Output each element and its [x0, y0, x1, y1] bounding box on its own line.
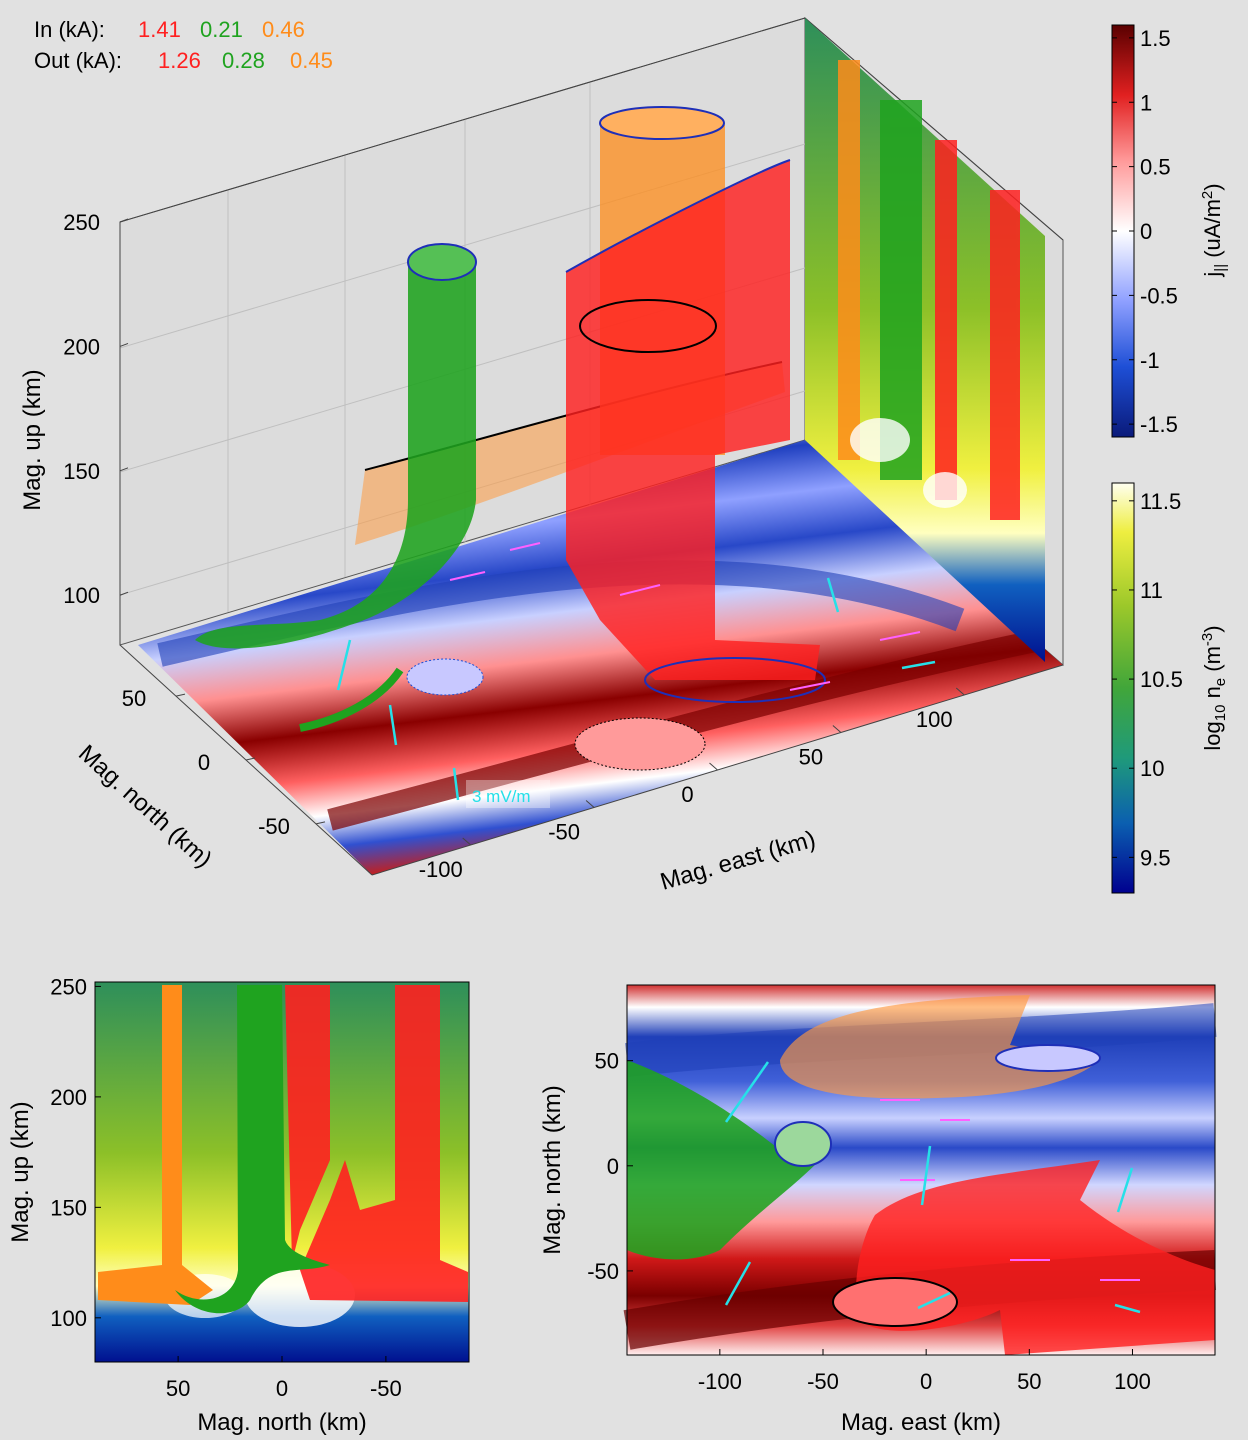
- xaxis-label-north-up: Mag. north (km): [197, 1409, 366, 1436]
- colorbar-tick-label: 0.5: [1140, 155, 1171, 180]
- xtick-label-3d: -50: [548, 820, 580, 845]
- out-value-green: 0.28: [222, 48, 265, 73]
- panel-east-north-ticks: -100 -50 0 50 100 50 0 -50: [587, 1049, 1151, 1394]
- colorbar-tick-label: 11.5: [1140, 489, 1181, 514]
- red-tube-2d: [300, 985, 468, 1302]
- xtick-label-3d: 100: [916, 707, 953, 732]
- xtick-3d: [462, 837, 472, 846]
- yaxis-label-east-north: Mag. north (km): [539, 1085, 566, 1254]
- xtick-3d: [585, 800, 595, 808]
- ytick-label: 0: [607, 1154, 619, 1179]
- colorbar-current-label: j|| (uA/m2): [1199, 183, 1229, 277]
- ztick-3d: [119, 467, 129, 472]
- colorbar-tick-label: 1.5: [1140, 26, 1171, 51]
- ztick-label-3d: 250: [63, 210, 100, 235]
- panel-east-north: -100 -50 0 50 100 50 0 -50 Mag. north (km) Mag.…: [539, 984, 1217, 1436]
- orange-footprint: [780, 995, 1100, 1099]
- out-label: Out (kA):: [34, 48, 122, 73]
- ytick-label-3d: 0: [198, 750, 210, 775]
- green-tube-2d: [175, 985, 330, 1314]
- ytick-label: -50: [587, 1259, 619, 1284]
- colorbar-density-ticks: 11.5 11 10.5 10 9.5: [1112, 489, 1183, 870]
- ytick-label: 250: [50, 974, 87, 999]
- colorbar-tick-label: 9.5: [1140, 845, 1171, 870]
- xtick-label-3d: 50: [799, 745, 823, 770]
- ytick-3d: [245, 757, 256, 761]
- current-legend: In (kA): 1.41 0.21 0.46 Out (kA): 1.26 0…: [34, 17, 333, 73]
- colorbar-tick-label: 11: [1140, 578, 1163, 603]
- ztick-3d: [119, 218, 129, 223]
- xtick-label-3d: -100: [419, 857, 463, 882]
- xtick-label: -50: [370, 1376, 402, 1401]
- ytick-label-3d: -50: [258, 814, 290, 839]
- ytick-3d: [315, 821, 326, 825]
- floor-surface: [138, 440, 1063, 875]
- field-scale-label: 3 mV/m: [472, 787, 531, 806]
- panel-north-up: 50 0 -50 250 200 150 100 Mag. up (km) Mag. nor…: [7, 974, 470, 1436]
- in-label: In (kA):: [34, 17, 105, 42]
- ytick-label: 50: [595, 1049, 619, 1074]
- density-slice-3d: [805, 18, 1045, 662]
- colorbar-tick-label: 10: [1140, 756, 1164, 781]
- colorbar-tick-label: 1: [1140, 90, 1152, 115]
- axes-3d-ticks: 250 200 150 100 -100 -50 0 50 100 50 0 -50: [63, 210, 965, 882]
- xtick-label-3d: 0: [681, 782, 693, 807]
- xtick-3d: [955, 687, 965, 696]
- xtick-3d: [832, 725, 842, 733]
- ytick-label: 100: [50, 1306, 87, 1331]
- yaxis-label-3d: Mag. north (km): [73, 740, 217, 873]
- colorbar-tick-label: -1: [1140, 348, 1160, 373]
- colorbar-tick-label: 10.5: [1140, 667, 1183, 692]
- colorbar-density: 11.5 11 10.5 10 9.5 log10 ne (m-3): [1111, 482, 1229, 894]
- xtick-label: 0: [276, 1376, 288, 1401]
- xaxis-label-3d: Mag. east (km): [657, 826, 818, 896]
- ztick-label-3d: 200: [63, 334, 100, 359]
- panel-north-up-ticks: 50 0 -50 250 200 150 100: [50, 974, 402, 1401]
- xaxis-label-east-north: Mag. east (km): [841, 1409, 1001, 1436]
- ztick-3d: [119, 342, 129, 347]
- xtick-label: 50: [1017, 1369, 1041, 1394]
- in-value-orange: 0.46: [262, 17, 305, 42]
- xtick-label: 100: [1114, 1369, 1151, 1394]
- colorbar-density-label: log10 ne (m-3): [1199, 625, 1229, 750]
- colorbar-tick-label: -1.5: [1140, 412, 1178, 437]
- out-value-red: 1.26: [158, 48, 201, 73]
- ztick-label-3d: 150: [63, 459, 100, 484]
- ztick-label-3d: 100: [63, 583, 100, 608]
- red-tube-3d: [566, 160, 820, 680]
- ytick-3d: [175, 693, 186, 697]
- yaxis-label-north-up: Mag. up (km): [7, 1101, 34, 1242]
- in-value-red: 1.41: [138, 17, 181, 42]
- colorbar-current: 1.5 1 0.5 0 -0.5 -1 -1.5 j|| (uA/m2): [1111, 24, 1229, 438]
- green-tube-3d: [195, 262, 476, 649]
- xtick-label: -50: [807, 1369, 839, 1394]
- colorbar-current-ticks: 1.5 1 0.5 0 -0.5 -1 -1.5: [1112, 26, 1178, 437]
- ztick-3d: [119, 591, 129, 596]
- zaxis-label-3d: Mag. up (km): [19, 369, 46, 510]
- in-value-green: 0.21: [200, 17, 243, 42]
- ytick-label: 200: [50, 1085, 87, 1110]
- xtick-label: 0: [920, 1369, 932, 1394]
- colorbar-tick-label: 0: [1140, 219, 1152, 244]
- xtick-label: -100: [698, 1369, 742, 1394]
- ytick-label: 150: [50, 1195, 87, 1220]
- out-value-orange: 0.45: [290, 48, 333, 73]
- xtick-3d: [709, 762, 718, 771]
- green-footprint: [627, 1060, 820, 1260]
- ytick-label-3d: 50: [122, 686, 146, 711]
- xtick-label: 50: [166, 1376, 190, 1401]
- panel-3d: 3 mV/m 250 200 150 100 -100 -50 0 50 100 50 0 -50 M…: [19, 16, 1064, 896]
- colorbar-tick-label: -0.5: [1140, 283, 1178, 308]
- orange-tube-2d: [98, 985, 213, 1305]
